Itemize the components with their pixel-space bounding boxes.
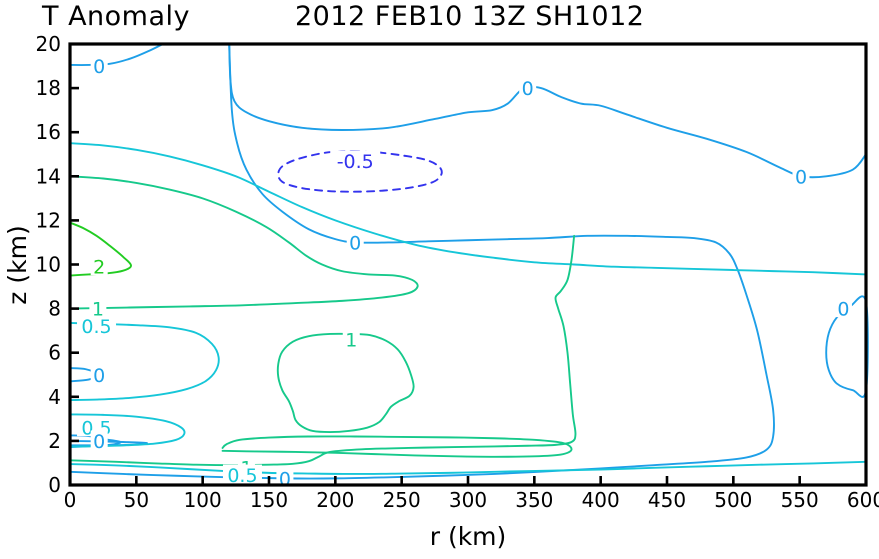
contour-label-mask (346, 231, 364, 251)
contour-label-mask (330, 150, 381, 170)
x-axis-ticks: 0 50 100 150 200 250 300 350 400 450 500 550 600 (64, 476, 879, 512)
contour-label-0: 0 (93, 431, 105, 453)
x-tick-label: 0 (64, 488, 77, 512)
x-axis-title: r (km) (430, 522, 507, 551)
plot-title-left: T Anomaly (41, 1, 190, 32)
contour-label-mask (792, 165, 810, 185)
plot-frame (68, 42, 868, 487)
x-tick-label: 400 (582, 488, 620, 512)
x-tick-label: 250 (383, 488, 421, 512)
y-tick-label: 20 (36, 32, 61, 56)
y-tick-label: 2 (48, 429, 61, 453)
contour-label-1: 1 (345, 329, 357, 351)
contour-label-0: 0 (837, 299, 849, 321)
y-tick-label: 14 (36, 164, 61, 188)
x-tick-label: 550 (781, 488, 819, 512)
y-tick-label: 16 (36, 120, 61, 144)
contour-label-mask (90, 364, 108, 384)
contour-label-neg0p5: -0.5 (337, 151, 374, 173)
contour-label-mask (519, 77, 537, 97)
y-tick-label: 8 (48, 297, 61, 321)
x-tick-label: 50 (124, 488, 149, 512)
y-tick-label: 12 (36, 208, 61, 232)
contour-label-mask (77, 315, 117, 335)
contour-label-0: 0 (522, 78, 534, 100)
contour-label-mask (90, 430, 108, 450)
x-tick-label: 150 (250, 488, 288, 512)
contour-line-half-upper-left (69, 142, 867, 276)
x-tick-label: 350 (515, 488, 553, 512)
contour-line-zero-mid-level (69, 43, 775, 480)
y-tick-label: 18 (36, 76, 61, 100)
x-tick-label: 450 (648, 488, 686, 512)
contour-label-2: 2 (93, 257, 105, 279)
contour-label-mask (834, 298, 852, 318)
x-tick-label: 200 (316, 488, 354, 512)
contour-line-one-upper-left (69, 175, 419, 310)
x-tick-label: 300 (449, 488, 487, 512)
x-tick-label: 100 (184, 488, 222, 512)
contour-label-0: 0 (795, 166, 807, 188)
contour-label-1: 1 (92, 299, 104, 321)
contour-lines (69, 43, 869, 480)
contour-line-zero-upper-main (228, 43, 867, 179)
contour-line-one-mid-island (276, 332, 415, 434)
contour-line-half-low-tongue (69, 413, 186, 448)
contour-label-mask (89, 298, 107, 318)
contour-line-one-low-right (221, 435, 573, 458)
contour-label-mask (342, 328, 360, 348)
y-axis-title: z (km) (3, 225, 32, 304)
x-tick-label: 600 (847, 488, 879, 512)
contour-label-0p5: 0.5 (227, 465, 257, 487)
contour-label-0: 0 (349, 232, 361, 254)
contour-label-mask (90, 256, 108, 276)
contour-label-mask (90, 55, 108, 75)
contour-label-0: 0 (93, 56, 105, 78)
contour-label-mask (222, 464, 262, 484)
contour-label-0: 0 (93, 365, 105, 387)
contour-label-0p5: 0.5 (81, 316, 111, 338)
y-axis-ticks: 0 2 4 6 8 10 12 14 16 18 20 (36, 32, 79, 497)
plot-title-right: 2012 FEB10 13Z SH1012 (295, 1, 644, 32)
contour-line-half-bottom (69, 460, 867, 475)
y-tick-label: 0 (48, 473, 61, 497)
y-tick-label: 6 (48, 341, 61, 365)
contour-line-zero-upper-left (69, 43, 164, 66)
contour-label-mask (276, 467, 294, 487)
y-tick-label: 10 (36, 253, 61, 277)
y-tick-label: 4 (48, 385, 61, 409)
contour-line-half-left-tongue (69, 321, 220, 402)
x-tick-label: 500 (714, 488, 752, 512)
contour-line-one-mid-blob (69, 234, 577, 467)
